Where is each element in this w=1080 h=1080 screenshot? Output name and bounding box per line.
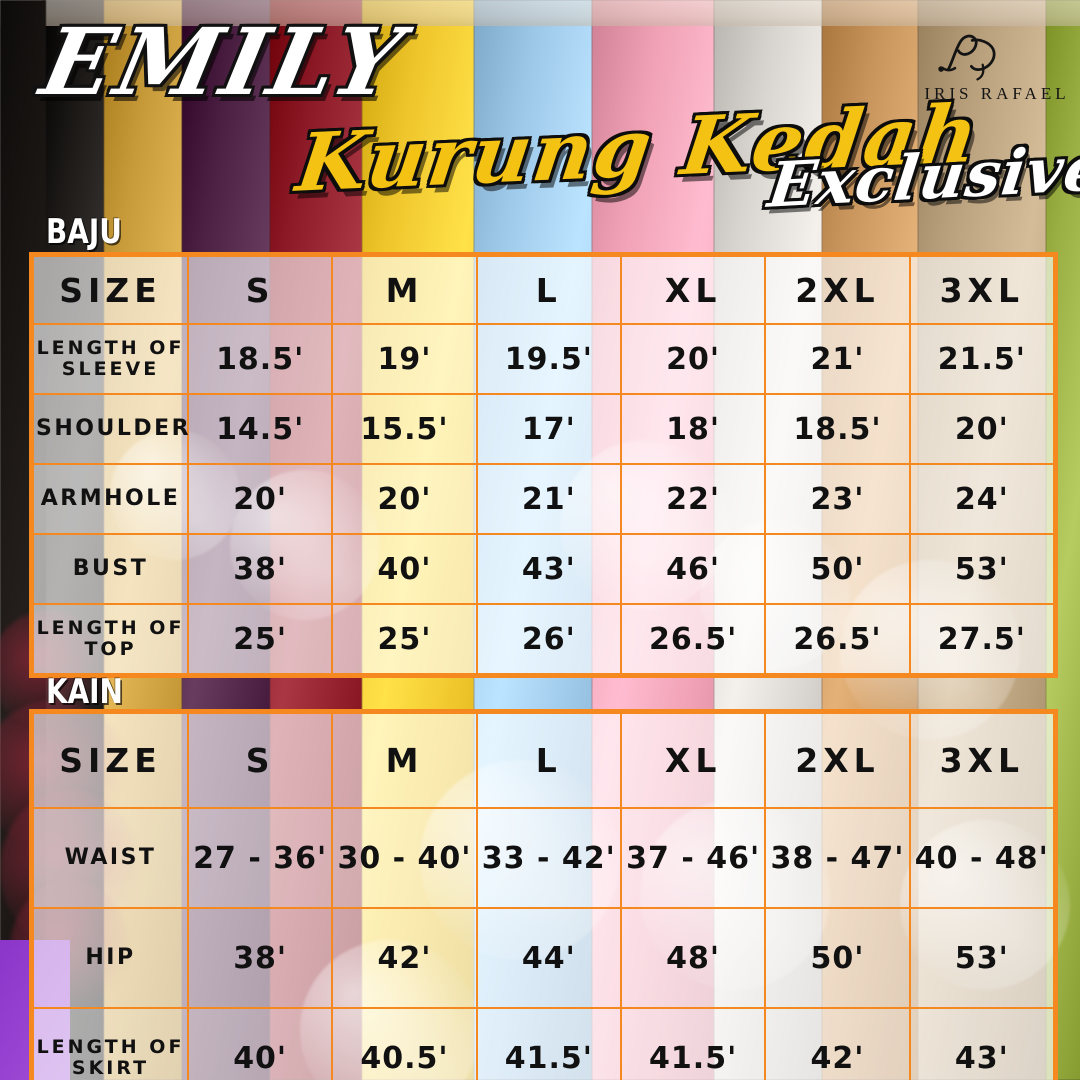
table-row: LENGTH OF SKIRT 40' 40.5' 41.5' 41.5' 42' 43' (32, 1007, 1056, 1080)
measurement-value: 18.5' (186, 323, 334, 395)
measurement-value: 38' (186, 907, 334, 1009)
column-header-xl: XL (619, 712, 767, 809)
brand-logo: IRIS RAFAEL (922, 30, 1072, 104)
brand-name: IRIS RAFAEL (924, 84, 1070, 103)
row-label: BUST (32, 533, 189, 605)
measurement-value: 14.5' (186, 393, 334, 465)
column-header-size: SIZE (32, 712, 189, 809)
measurement-value: 20' (619, 323, 767, 395)
measurement-value: 27.5' (908, 603, 1056, 675)
measurement-value: 30 - 40' (331, 807, 478, 909)
page-tagline: Exclusive (764, 131, 1080, 222)
measurement-value: 40' (186, 1007, 334, 1080)
measurement-value: 24' (908, 463, 1056, 535)
measurement-value: 41.5' (475, 1007, 622, 1080)
measurement-value: 25' (186, 603, 334, 675)
measurement-value: 50' (764, 907, 911, 1009)
size-table-kain: SIZE S M L XL 2XL 3XL WAIST 27 - 36' 30 - 40' 33 … (32, 712, 1056, 1080)
column-header-3xl: 3XL (908, 255, 1056, 325)
column-header-m: M (331, 712, 478, 809)
table-row: HIP 38' 42' 44' 48' 50' 53' (32, 907, 1056, 1009)
measurement-value: 17' (475, 393, 622, 465)
row-label: WAIST (32, 807, 189, 909)
size-table-baju: SIZE S M L XL 2XL 3XL LENGTH OF SLEEVE 18.5' 19'… (32, 255, 1056, 675)
table-row: LENGTH OF TOP 25' 25' 26' 26.5' 26.5' 27.5' (32, 603, 1056, 675)
column-header-l: L (475, 255, 622, 325)
header: EMILY Kurung Kedah Exclusive IRIS RAFAEL (0, 0, 1080, 250)
measurement-value: 33 - 42' (475, 807, 622, 909)
table-header-row: SIZE S M L XL 2XL 3XL (32, 255, 1056, 325)
table-header-baju: SIZE S M L XL 2XL 3XL (32, 255, 1056, 325)
table-header-kain: SIZE S M L XL 2XL 3XL (32, 712, 1056, 809)
measurement-value: 23' (764, 463, 911, 535)
row-label: ARMHOLE (32, 463, 189, 535)
measurement-value: 21' (475, 463, 622, 535)
measurement-value: 20' (186, 463, 334, 535)
measurement-value: 46' (619, 533, 767, 605)
measurement-value: 40.5' (331, 1007, 478, 1080)
measurement-value: 26.5' (764, 603, 911, 675)
column-header-2xl: 2XL (764, 712, 911, 809)
row-label: HIP (32, 907, 189, 1009)
measurement-value: 26.5' (619, 603, 767, 675)
measurement-value: 53' (908, 533, 1056, 605)
page-title: EMILY (32, 8, 415, 116)
table-header-row: SIZE S M L XL 2XL 3XL (32, 712, 1056, 809)
column-header-m: M (331, 255, 478, 325)
table-body-kain: WAIST 27 - 36' 30 - 40' 33 - 42' 37 - 46' 38 … (32, 807, 1056, 1080)
measurement-value: 27 - 36' (186, 807, 334, 909)
measurement-value: 37 - 46' (619, 807, 767, 909)
column-header-s: S (186, 255, 334, 325)
measurement-value: 40' (331, 533, 478, 605)
table-row: BUST 38' 40' 43' 46' 50' 53' (32, 533, 1056, 605)
measurement-value: 18.5' (764, 393, 911, 465)
column-header-2xl: 2XL (764, 255, 911, 325)
iris-rafael-monogram-icon (938, 34, 996, 81)
row-label: SHOULDER (32, 393, 189, 465)
measurement-value: 19' (331, 323, 478, 395)
section-label-baju: BAJU (46, 212, 122, 252)
measurement-value: 26' (475, 603, 622, 675)
column-header-3xl: 3XL (908, 712, 1056, 809)
measurement-value: 38 - 47' (764, 807, 911, 909)
measurement-value: 20' (331, 463, 478, 535)
row-label: LENGTH OF TOP (32, 603, 189, 675)
measurement-value: 53' (908, 907, 1056, 1009)
column-header-xl: XL (619, 255, 767, 325)
measurement-value: 20' (908, 393, 1056, 465)
measurement-value: 38' (186, 533, 334, 605)
background-hanger-band (0, 0, 1080, 26)
column-header-size: SIZE (32, 255, 189, 325)
measurement-value: 43' (908, 1007, 1056, 1080)
measurement-value: 40 - 48' (908, 807, 1056, 909)
measurement-value: 43' (475, 533, 622, 605)
table-row: SHOULDER 14.5' 15.5' 17' 18' 18.5' 20' (32, 393, 1056, 465)
row-label: LENGTH OF SKIRT (32, 1007, 189, 1080)
measurement-value: 44' (475, 907, 622, 1009)
measurement-value: 22' (619, 463, 767, 535)
table-row: ARMHOLE 20' 20' 21' 22' 23' 24' (32, 463, 1056, 535)
section-label-kain: KAIN (46, 672, 123, 712)
column-header-l: L (475, 712, 622, 809)
measurement-value: 42' (331, 907, 478, 1009)
measurement-value: 19.5' (475, 323, 622, 395)
measurement-value: 41.5' (619, 1007, 767, 1080)
measurement-value: 15.5' (331, 393, 478, 465)
measurement-value: 18' (619, 393, 767, 465)
measurement-value: 21.5' (908, 323, 1056, 395)
measurement-value: 42' (764, 1007, 911, 1080)
measurement-value: 25' (331, 603, 478, 675)
measurement-value: 21' (764, 323, 911, 395)
table-body-baju: LENGTH OF SLEEVE 18.5' 19' 19.5' 20' 21' 21.5'… (32, 323, 1056, 675)
column-header-s: S (186, 712, 334, 809)
measurement-value: 48' (619, 907, 767, 1009)
row-label: LENGTH OF SLEEVE (32, 323, 189, 395)
table-row: LENGTH OF SLEEVE 18.5' 19' 19.5' 20' 21' 21.5' (32, 323, 1056, 395)
measurement-value: 50' (764, 533, 911, 605)
table-row: WAIST 27 - 36' 30 - 40' 33 - 42' 37 - 46' 38 … (32, 807, 1056, 909)
